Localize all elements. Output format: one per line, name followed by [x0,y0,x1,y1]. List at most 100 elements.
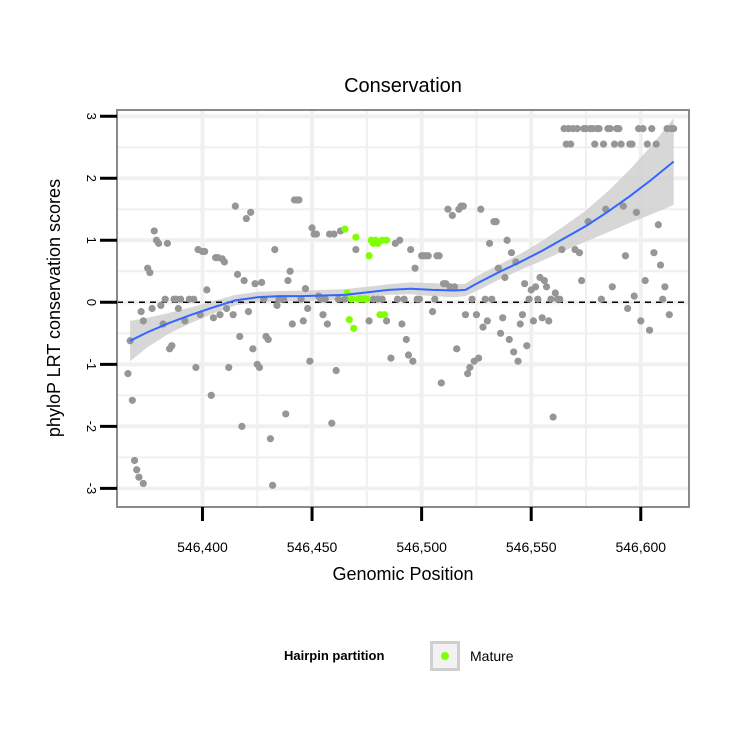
data-point [201,247,209,256]
data-point [514,357,522,365]
data-point [181,317,189,325]
data-point [130,456,139,465]
data-point [597,295,605,303]
data-point [295,196,303,204]
axes: 546,400 546,450 546,500 546,550 546,600 -3 -2 -… [84,113,666,555]
data-point [378,295,386,303]
data-point [510,348,518,356]
data-point [225,363,233,372]
data-point [207,391,215,399]
data-point [284,276,292,285]
data-point [431,295,439,303]
data-point [264,335,272,344]
data-point [411,264,419,272]
data-point [540,276,548,285]
data-point [656,261,665,269]
data-point [549,413,557,421]
data-point [286,267,294,275]
data-point [222,304,231,313]
data-point [468,295,476,303]
data-point [334,295,342,303]
data-point-mature [352,233,360,241]
data-point [479,323,487,331]
data-point [503,236,511,244]
y-tick-label: -3 [84,483,99,495]
data-point [538,314,546,322]
data-point [437,379,445,387]
data-point [461,311,470,319]
data-point [648,125,656,133]
data-point [639,125,647,133]
data-point [477,205,485,213]
data-point [481,295,489,303]
data-point [231,202,239,210]
data-point [249,345,257,353]
data-point [299,317,307,325]
data-point [659,295,667,303]
data-point [619,202,627,210]
data-point [301,285,310,293]
data-point-mature [365,252,373,260]
data-point [415,295,424,303]
data-point [542,283,551,291]
legend-mature-dot [441,652,449,660]
data-point [652,140,660,148]
data-point [621,252,630,260]
data-point [396,236,404,244]
x-tick-label: 546,500 [396,539,447,555]
data-point [240,276,248,285]
data-point [507,249,516,257]
data-point [321,295,329,303]
data-point [328,419,336,427]
data-point [654,221,662,229]
data-point [323,320,331,328]
data-point [393,295,402,303]
data-point [453,345,461,353]
data-point [630,292,638,300]
data-point [330,230,338,238]
data-point [499,314,507,322]
data-point [661,283,669,291]
data-point [643,140,651,148]
data-point [501,273,509,282]
data-point [424,252,432,260]
data-point [398,320,406,328]
data-point [352,245,360,254]
data-point [148,304,156,313]
data-point [133,466,141,474]
data-point [255,363,264,372]
data-point-mature [341,225,349,233]
data-point [488,295,496,303]
data-point [271,245,279,254]
data-point [547,295,555,303]
data-point [128,396,136,404]
data-point [545,317,553,325]
data-point [525,295,533,303]
data-point [578,276,586,285]
data-point [529,317,537,325]
data-point [258,278,266,287]
legend-key-mature [430,641,460,671]
data-point [150,227,158,235]
data-point [319,311,327,319]
data-point [637,317,645,325]
data-point [192,363,200,372]
x-tick-label: 546,550 [506,539,557,555]
data-point [190,295,198,303]
data-point [599,140,608,148]
data-point [650,249,658,257]
data-point [567,140,575,148]
data-point-mature [363,295,371,303]
data-point [273,301,281,309]
y-tick-label: 0 [84,299,99,306]
data-point [573,125,581,133]
data-point [531,283,540,291]
data-point [485,239,494,247]
data-point [266,435,275,443]
data-point-mature [350,324,358,332]
data-point [402,335,410,344]
data-point-mature [380,311,388,319]
data-point [137,308,145,316]
data-point [157,301,165,309]
data-point [365,317,373,325]
